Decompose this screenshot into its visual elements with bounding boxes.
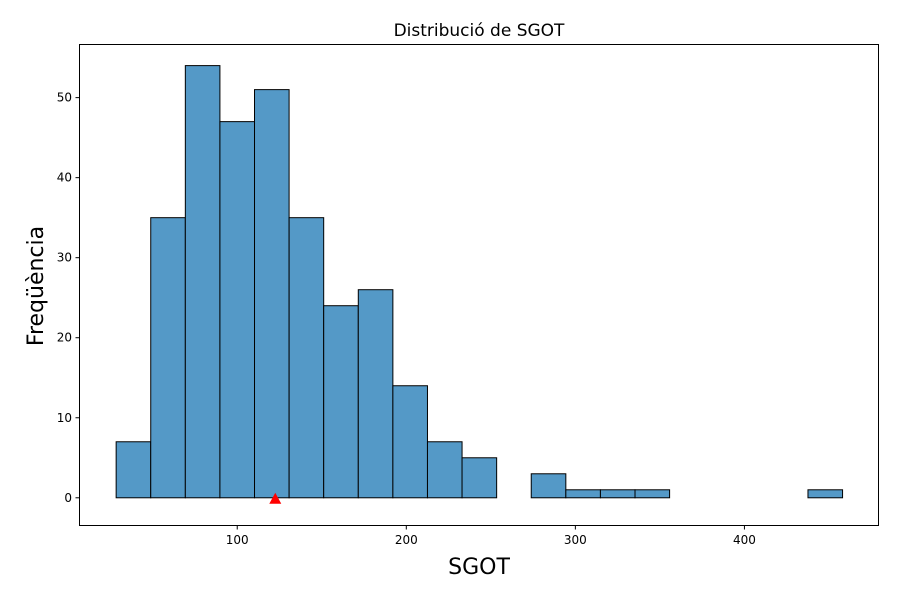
histogram-bar <box>530 473 567 499</box>
y-axis-label: Freqüència <box>24 226 49 346</box>
y-tick-label: 50 <box>57 91 72 105</box>
histogram-bar <box>219 121 256 499</box>
histogram-bar <box>634 489 671 499</box>
y-tick-label: 40 <box>57 171 72 185</box>
histogram-bar <box>599 489 636 499</box>
histogram-bar <box>254 89 290 499</box>
histogram-bar <box>807 489 844 499</box>
x-tick-label: 100 <box>226 533 249 547</box>
y-tick-label: 10 <box>57 411 72 425</box>
x-tick-label: 200 <box>395 533 418 547</box>
mean-marker-triangle <box>269 492 282 504</box>
x-axis-label: SGOT <box>448 555 510 580</box>
x-tick-label: 400 <box>733 533 756 547</box>
histogram-bar <box>426 441 463 499</box>
y-tick-label: 30 <box>57 251 72 265</box>
histogram-bar <box>288 217 325 499</box>
x-axis-ticks: 100 200 300 400 <box>226 525 756 547</box>
y-axis-ticks: 0 10 20 30 40 50 <box>57 91 80 505</box>
y-tick-label: 0 <box>64 491 72 505</box>
histogram-bar <box>357 289 394 499</box>
marker-layer <box>269 492 282 504</box>
chart-title: Distribució de SGOT <box>394 21 565 41</box>
x-tick-label: 300 <box>564 533 587 547</box>
bars-group <box>115 65 844 499</box>
histogram-bar <box>565 489 601 499</box>
histogram-bar <box>323 305 359 499</box>
plot-frame <box>79 44 879 526</box>
histogram-bar <box>461 457 498 499</box>
histogram-bar <box>150 217 186 499</box>
y-tick-label: 20 <box>57 331 72 345</box>
histogram-bar <box>115 441 152 499</box>
histogram-bar <box>184 65 221 499</box>
histogram-bar <box>392 385 428 499</box>
